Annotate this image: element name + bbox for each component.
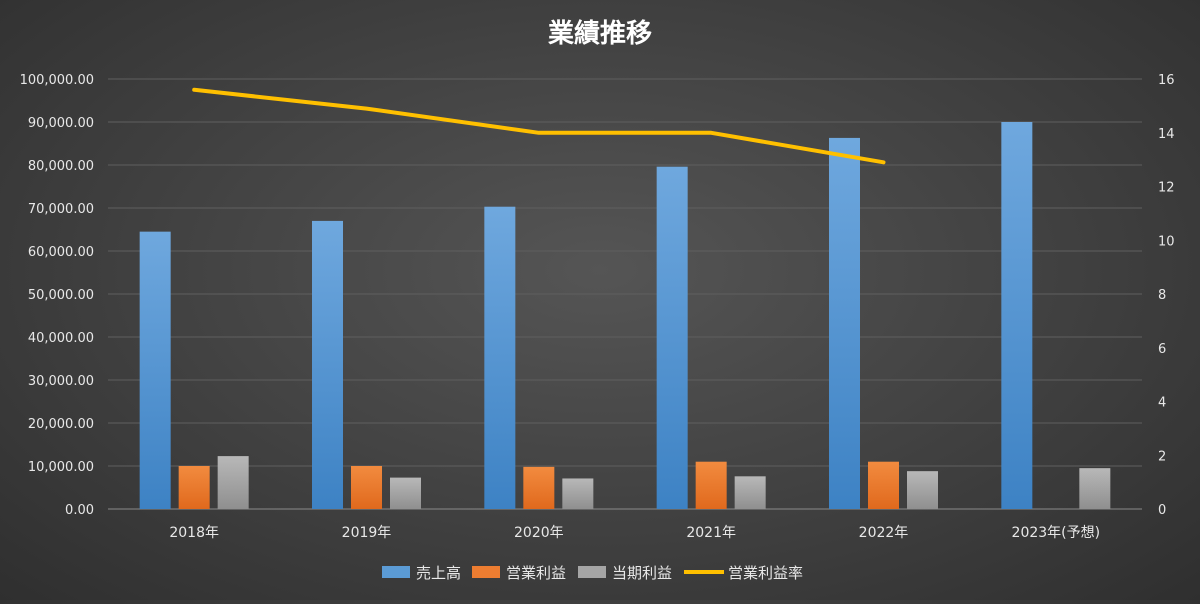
y-right-tick-label: 14 — [1158, 127, 1175, 142]
bar-当期利益-2019年 — [390, 477, 421, 509]
legend-item-当期利益: 当期利益 — [578, 564, 672, 582]
x-tick-label: 2020年 — [514, 525, 564, 541]
y-left-tick-label: 0.00 — [65, 503, 94, 518]
operating-margin-line — [192, 87, 886, 165]
legend-item-営業利益: 営業利益 — [472, 564, 566, 582]
legend-label: 売上高 — [416, 564, 461, 582]
legend-label: 営業利益率 — [728, 564, 803, 582]
bar-当期利益-2020年 — [562, 478, 594, 509]
x-tick-label: 2018年 — [169, 525, 219, 541]
y-axis-right: 0 2 4 6 8 10 12 14 16 — [1158, 73, 1175, 518]
bar-売上高-2022年 — [829, 137, 860, 509]
bar-当期利益-2021年 — [734, 476, 766, 509]
x-tick-label: 2023年(予想) — [1012, 525, 1101, 541]
legend-swatch — [578, 566, 606, 578]
bar-売上高-2018年 — [139, 231, 171, 509]
bar-当期利益-2023年(予想) — [1079, 468, 1111, 509]
y-left-tick-label: 40,000.00 — [28, 331, 94, 346]
bar-売上高-2021年 — [656, 166, 688, 509]
y-left-tick-label: 20,000.00 — [28, 417, 94, 432]
y-right-tick-label: 6 — [1158, 342, 1166, 357]
legend-item-売上高: 売上高 — [382, 564, 461, 582]
gridlines — [108, 78, 1142, 510]
legend-swatch — [472, 566, 500, 578]
x-axis: 2018年 2019年 2020年 2021年 2022年 2023年(予想) — [169, 525, 1100, 541]
y-right-tick-label: 12 — [1158, 181, 1175, 196]
bars — [139, 122, 1111, 509]
legend-item-営業利益率: 営業利益率 — [684, 564, 803, 582]
y-left-tick-label: 70,000.00 — [28, 202, 94, 217]
bar-当期利益-2018年 — [217, 456, 249, 509]
line-営業利益率 — [192, 87, 886, 165]
chart-title: 業績推移 — [548, 19, 652, 49]
bar-営業利益-2020年 — [523, 466, 555, 509]
y-left-tick-label: 100,000.00 — [20, 73, 94, 88]
bar-売上高-2020年 — [484, 206, 516, 509]
y-right-tick-label: 0 — [1158, 503, 1166, 518]
y-left-tick-label: 80,000.00 — [28, 159, 94, 174]
legend-label: 営業利益 — [506, 564, 566, 582]
bar-営業利益-2022年 — [868, 461, 899, 509]
y-right-tick-label: 8 — [1158, 288, 1166, 303]
y-right-tick-label: 10 — [1158, 234, 1175, 249]
x-tick-label: 2021年 — [686, 525, 736, 541]
y-left-tick-label: 90,000.00 — [28, 116, 94, 131]
legend-label: 当期利益 — [612, 564, 672, 582]
y-right-tick-label: 16 — [1158, 73, 1175, 88]
y-left-tick-label: 10,000.00 — [28, 460, 94, 475]
y-left-tick-label: 30,000.00 — [28, 374, 94, 389]
bar-売上高-2019年 — [312, 220, 343, 509]
bar-当期利益-2022年 — [907, 471, 938, 509]
legend: 売上高 営業利益 当期利益 営業利益率 — [382, 564, 803, 582]
x-tick-label: 2022年 — [859, 525, 909, 541]
x-tick-label: 2019年 — [342, 525, 392, 541]
y-left-tick-label: 50,000.00 — [28, 288, 94, 303]
y-left-tick-label: 60,000.00 — [28, 245, 94, 260]
y-right-tick-label: 4 — [1158, 396, 1166, 411]
legend-swatch — [382, 566, 410, 578]
bar-営業利益-2019年 — [351, 466, 382, 509]
bar-売上高-2023年(予想) — [1001, 122, 1033, 509]
bar-営業利益-2018年 — [178, 466, 210, 509]
bar-営業利益-2021年 — [695, 461, 727, 509]
y-right-tick-label: 2 — [1158, 449, 1166, 464]
y-axis-left: 0.00 10,000.00 20,000.00 30,000.00 40,000.00… — [20, 73, 94, 518]
